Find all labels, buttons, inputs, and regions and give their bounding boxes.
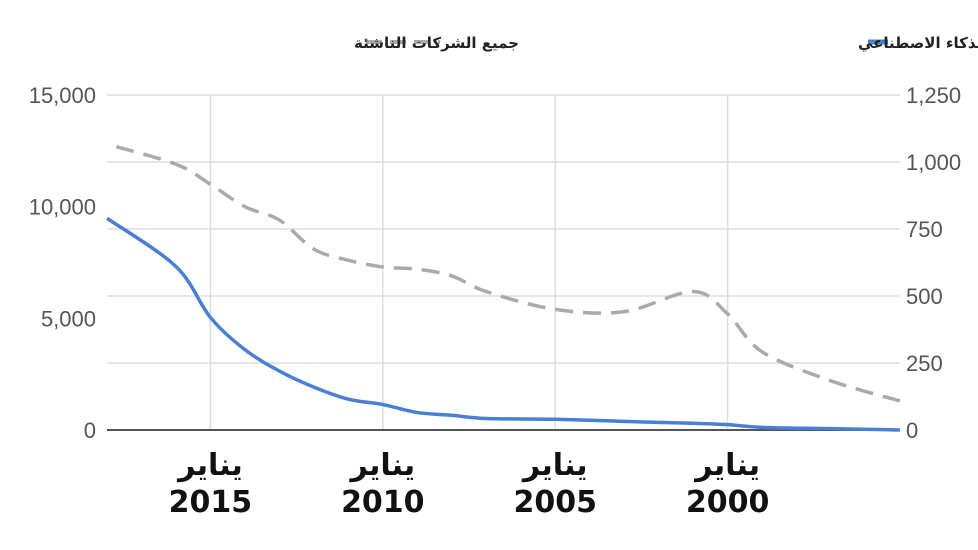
legend-label-ai-startups: الشركات الناشئة المختصة بالذكاء الاصطناع… bbox=[858, 34, 978, 52]
legend: الشركات الناشئة المختصة بالذكاء الاصطناع… bbox=[354, 34, 978, 52]
left-tick-label: 15,000 bbox=[29, 83, 96, 108]
series-line-all-startups bbox=[106, 142, 901, 403]
right-tick-label: 0 bbox=[906, 418, 918, 443]
x-category-year: 2015 bbox=[169, 485, 253, 520]
left-axis: 0 5,000 10,000 15,000 bbox=[29, 83, 96, 443]
series-line-ai-startups bbox=[105, 216, 901, 432]
right-tick-label: 500 bbox=[906, 284, 943, 309]
left-tick-label: 10,000 bbox=[29, 195, 96, 220]
right-tick-label: 1,000 bbox=[906, 150, 961, 175]
x-category-month: يناير bbox=[176, 448, 243, 483]
x-category-month: يناير bbox=[521, 448, 588, 483]
series-layer bbox=[105, 142, 901, 432]
right-axis: 0 250 500 750 1,000 1,250 bbox=[906, 83, 961, 443]
gridlines bbox=[107, 94, 900, 430]
x-category-year: 2010 bbox=[341, 485, 425, 520]
right-tick-label: 750 bbox=[906, 217, 943, 242]
right-tick-label: 1,250 bbox=[906, 83, 961, 108]
left-tick-label: 5,000 bbox=[41, 306, 96, 331]
left-tick-label: 0 bbox=[84, 418, 96, 443]
x-category-month: يناير bbox=[693, 448, 760, 483]
right-tick-label: 250 bbox=[906, 351, 943, 376]
x-category-year: 2000 bbox=[686, 485, 770, 520]
legend-label-all-startups: جميع الشركات الناشئة bbox=[354, 34, 519, 52]
x-category-year: 2005 bbox=[513, 485, 597, 520]
x-category-month: يناير bbox=[348, 448, 415, 483]
